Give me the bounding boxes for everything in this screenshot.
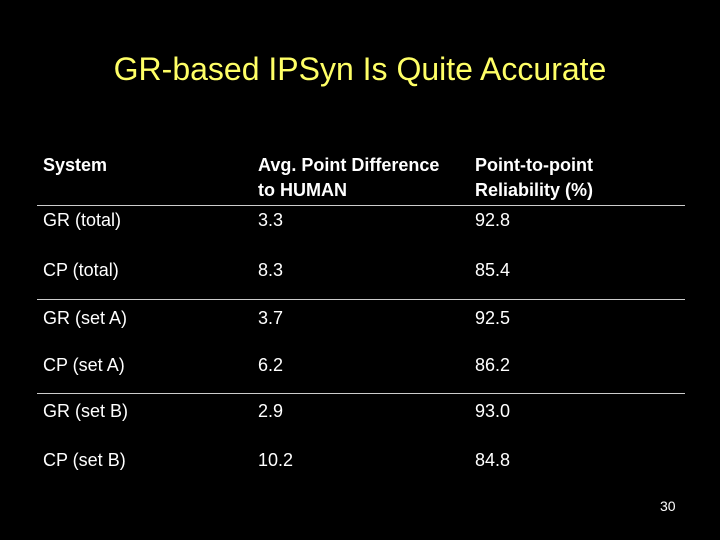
- reliability-cell: 86.2: [475, 355, 511, 375]
- header-reliability-line2: Reliability (%): [475, 180, 594, 200]
- avg-diff-cell: 3.3: [258, 210, 284, 230]
- system-cell: CP (set A): [43, 355, 125, 375]
- page-number: 30: [660, 498, 676, 514]
- avg-diff-cell: 10.2: [258, 450, 294, 470]
- avg-diff-cell: 6.2: [258, 355, 284, 375]
- header-avg-diff-line1: Avg. Point Difference: [258, 155, 440, 175]
- system-cell: CP (set B): [43, 450, 126, 470]
- avg-diff-cell: 2.9: [258, 401, 284, 421]
- system-cell: GR (set A): [43, 308, 128, 328]
- system-cell: GR (total): [43, 210, 122, 230]
- header-reliability-line1: Point-to-point: [475, 155, 593, 175]
- header-avg-diff-line2: to HUMAN: [258, 180, 347, 200]
- system-cell: CP (total): [43, 260, 119, 280]
- row-rule: [37, 299, 685, 300]
- system-cell: GR (set B): [43, 401, 129, 421]
- reliability-cell: 92.8: [475, 210, 511, 230]
- avg-diff-cell: 8.3: [258, 260, 284, 280]
- reliability-cell: 92.5: [475, 308, 511, 328]
- reliability-cell: 84.8: [475, 450, 511, 470]
- header-system: System: [43, 155, 108, 175]
- row-rule: [37, 393, 685, 394]
- avg-diff-cell: 3.7: [258, 308, 284, 328]
- header-rule: [37, 205, 685, 206]
- reliability-cell: 85.4: [475, 260, 511, 280]
- slide-title: GR-based IPSyn Is Quite Accurate: [113, 51, 607, 87]
- reliability-cell: 93.0: [475, 401, 511, 421]
